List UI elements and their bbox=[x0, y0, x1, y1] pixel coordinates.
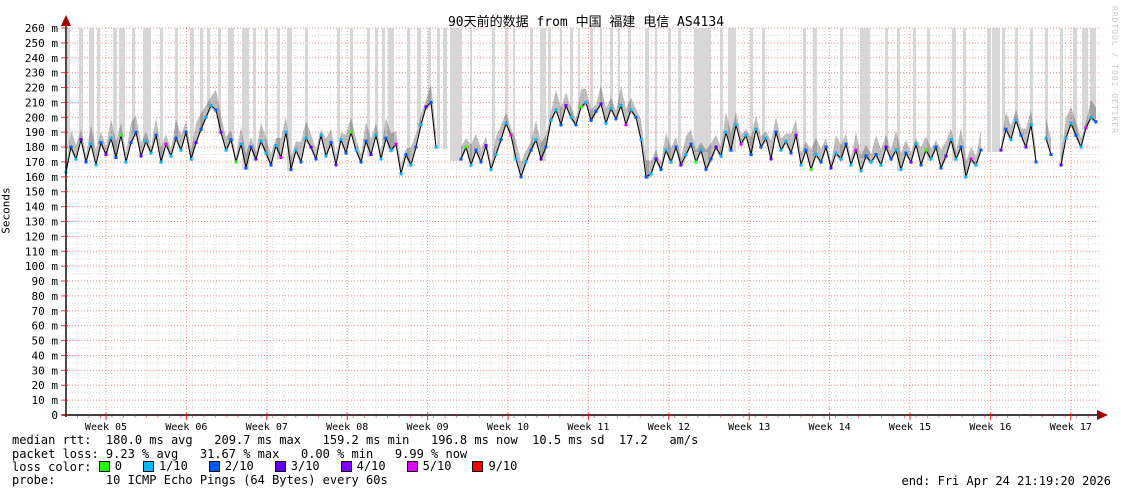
svg-text:Week 08: Week 08 bbox=[326, 422, 368, 433]
svg-text:Week 15: Week 15 bbox=[889, 422, 931, 433]
loss-swatch-icon bbox=[142, 460, 154, 472]
legend-label: 9/10 bbox=[488, 459, 518, 473]
legend-item: 5/10 bbox=[406, 459, 452, 473]
legend-label: 3/10 bbox=[290, 459, 320, 473]
legend-item: 0 bbox=[98, 459, 122, 473]
svg-text:30 m: 30 m bbox=[32, 364, 59, 377]
legend-item: 2/10 bbox=[208, 459, 254, 473]
loss-swatch-icon bbox=[98, 460, 110, 472]
svg-text:60 m: 60 m bbox=[32, 320, 59, 333]
chart-title: 90天前的数据 from 中国 福建 电信 AS4134 bbox=[447, 15, 725, 30]
svg-text:260 m: 260 m bbox=[25, 22, 58, 35]
svg-text:230 m: 230 m bbox=[25, 67, 58, 80]
svg-text:20 m: 20 m bbox=[32, 379, 59, 392]
loss-swatch-icon bbox=[406, 460, 418, 472]
svg-text:Week 06: Week 06 bbox=[165, 422, 207, 433]
svg-text:80 m: 80 m bbox=[32, 290, 59, 303]
svg-text:Week 13: Week 13 bbox=[728, 422, 770, 433]
svg-text:150 m: 150 m bbox=[25, 186, 58, 199]
legend-item: 9/10 bbox=[472, 459, 517, 473]
legend-label: 5/10 bbox=[422, 459, 452, 473]
svg-text:Week 09: Week 09 bbox=[407, 422, 449, 433]
svg-text:Week 17: Week 17 bbox=[1050, 422, 1092, 433]
svg-text:200 m: 200 m bbox=[25, 111, 58, 124]
svg-text:70 m: 70 m bbox=[32, 305, 59, 318]
svg-text:120 m: 120 m bbox=[25, 230, 58, 243]
y-axis-label: Seconds bbox=[0, 187, 13, 234]
svg-text:Week 16: Week 16 bbox=[969, 422, 1011, 433]
loss-swatch-icon bbox=[208, 460, 220, 472]
loss-color-label: loss color: bbox=[12, 459, 99, 474]
loss-swatch-icon bbox=[472, 460, 484, 472]
svg-text:10 m: 10 m bbox=[32, 394, 59, 407]
rrdtool-watermark: RRDTOOL / TOBI OETIKER bbox=[1110, 6, 1119, 134]
svg-text:Week 12: Week 12 bbox=[648, 422, 690, 433]
svg-text:190 m: 190 m bbox=[25, 126, 58, 139]
loss-swatch-icon bbox=[340, 460, 352, 472]
stat-probe: probe: 10 ICMP Echo Pings (64 Bytes) eve… bbox=[12, 473, 388, 487]
svg-text:250 m: 250 m bbox=[25, 37, 58, 50]
svg-text:140 m: 140 m bbox=[25, 201, 58, 214]
legend-label: 1/10 bbox=[158, 459, 188, 473]
end-timestamp: end: Fri Apr 24 21:19:20 2026 bbox=[901, 474, 1111, 488]
legend-label: 2/10 bbox=[224, 459, 254, 473]
svg-text:110 m: 110 m bbox=[25, 245, 58, 258]
svg-text:100 m: 100 m bbox=[25, 260, 58, 273]
svg-text:50 m: 50 m bbox=[32, 335, 59, 348]
loss-color-legend: loss color: 0 1/10 2/10 3/10 4/10 5/10 9/10 bbox=[12, 459, 538, 475]
svg-text:0: 0 bbox=[51, 409, 58, 422]
stat-packet-loss: packet loss: 9.23 % avg 31.67 % max 0.00… bbox=[12, 447, 468, 461]
stat-median-rtt: median rtt: 180.0 ms avg 209.7 ms max 15… bbox=[12, 433, 699, 447]
svg-text:220 m: 220 m bbox=[25, 82, 58, 95]
svg-text:Week 10: Week 10 bbox=[487, 422, 529, 433]
svg-text:160 m: 160 m bbox=[25, 171, 58, 184]
legend-label: 0 bbox=[114, 459, 122, 473]
svg-text:240 m: 240 m bbox=[25, 52, 58, 65]
svg-text:Week 11: Week 11 bbox=[567, 422, 609, 433]
legend-item: 3/10 bbox=[274, 459, 320, 473]
legend-label: 4/10 bbox=[356, 459, 386, 473]
svg-text:90 m: 90 m bbox=[32, 275, 59, 288]
svg-text:180 m: 180 m bbox=[25, 141, 58, 154]
legend-item: 4/10 bbox=[340, 459, 386, 473]
svg-text:Week 14: Week 14 bbox=[809, 422, 851, 433]
svg-text:Week 07: Week 07 bbox=[246, 422, 288, 433]
svg-text:170 m: 170 m bbox=[25, 156, 58, 169]
svg-text:130 m: 130 m bbox=[25, 216, 58, 229]
svg-text:Week 05: Week 05 bbox=[85, 422, 127, 433]
svg-text:40 m: 40 m bbox=[32, 349, 59, 362]
loss-swatch-icon bbox=[274, 460, 286, 472]
legend-item: 1/10 bbox=[142, 459, 188, 473]
legend-items: 0 1/10 2/10 3/10 4/10 5/10 9/10 bbox=[98, 459, 539, 475]
svg-text:210 m: 210 m bbox=[25, 96, 58, 109]
